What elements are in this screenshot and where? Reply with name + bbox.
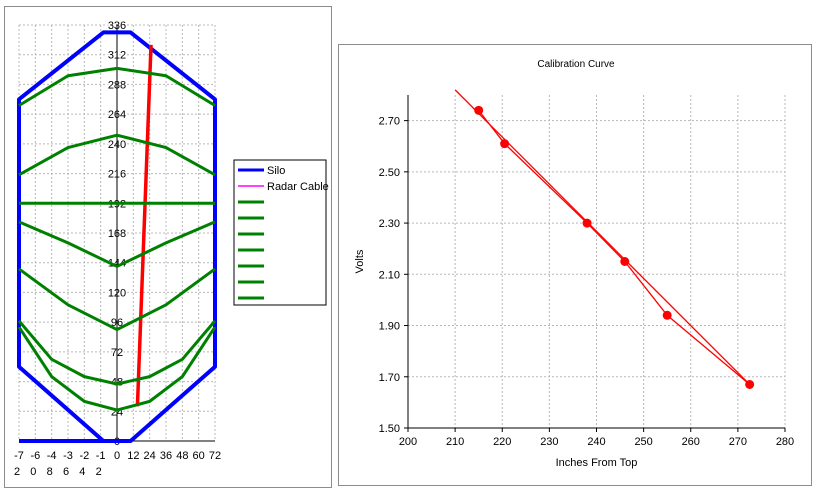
x-tick-label: 250 bbox=[634, 436, 652, 448]
level-curve bbox=[18, 220, 216, 268]
y-tick-label: 2.10 bbox=[379, 269, 400, 281]
level-curve bbox=[17, 319, 217, 386]
level-curve bbox=[18, 133, 216, 177]
x-tick-label: 230 bbox=[540, 436, 558, 448]
y-tick-label: 1.90 bbox=[379, 321, 400, 333]
x-tick-label: 210 bbox=[446, 436, 464, 448]
x-tick-label: 60 bbox=[193, 450, 205, 462]
x-axis-label: Inches From Top bbox=[556, 457, 638, 469]
x-tick-label: 260 bbox=[682, 436, 700, 448]
y-axis-label: Volts bbox=[354, 249, 366, 273]
legend-label: Radar Cable bbox=[267, 181, 329, 193]
x-tick-label: 0 bbox=[114, 450, 120, 462]
radar-cable-line bbox=[135, 44, 153, 407]
data-point bbox=[620, 257, 630, 266]
x-tick-label: -7 bbox=[14, 450, 24, 462]
x-tick-label: 270 bbox=[729, 436, 747, 448]
data-point bbox=[500, 139, 510, 149]
data-point bbox=[662, 310, 672, 320]
calibration-chart-panel: Calibration Curve 200 210 220 230 240 250 260 27… bbox=[338, 44, 812, 486]
x-tick-label: 200 bbox=[399, 436, 417, 448]
y-tick-label: 1.70 bbox=[379, 372, 400, 384]
x-tick-label: 72 bbox=[209, 450, 221, 462]
level-curve bbox=[17, 326, 217, 412]
x-tick-label: 36 bbox=[160, 450, 172, 462]
x-tick-label: 12 bbox=[127, 450, 139, 462]
x-tick-label-2: 0 bbox=[30, 466, 36, 478]
x-tick-label: 24 bbox=[144, 450, 156, 462]
data-point bbox=[745, 379, 755, 389]
level-curve bbox=[18, 267, 216, 332]
fit-line bbox=[454, 89, 751, 385]
x-tick-label: -1 bbox=[96, 450, 106, 462]
y-tick-label: 1.50 bbox=[379, 423, 400, 435]
x-tick-label-2: 4 bbox=[79, 466, 85, 478]
chart-title: Calibration Curve bbox=[537, 59, 615, 70]
silo-outline bbox=[17, 30, 217, 443]
legend-label: Silo bbox=[267, 165, 285, 177]
silo-chart-panel: 0 24 48 72 96 120 144 168 192 216 240 264 288 312 336-… bbox=[4, 6, 332, 488]
y-tick-label: 2.50 bbox=[379, 167, 400, 179]
x-tick-label: 220 bbox=[493, 436, 511, 448]
x-tick-label-2: 2 bbox=[14, 466, 20, 478]
y-tick-label: 2.30 bbox=[379, 218, 400, 230]
x-tick-label: -4 bbox=[47, 450, 57, 462]
x-tick-label: -6 bbox=[30, 450, 40, 462]
x-tick-label-2: 2 bbox=[96, 466, 102, 478]
x-tick-label: 280 bbox=[776, 436, 794, 448]
y-tick-label: 2.70 bbox=[379, 116, 400, 128]
level-curve bbox=[18, 66, 216, 107]
data-point bbox=[582, 218, 592, 228]
data-point bbox=[474, 105, 484, 115]
x-tick-label: 240 bbox=[587, 436, 605, 448]
silo-chart: 024487296120144168192216240264288312336-… bbox=[14, 19, 329, 479]
x-tick-label: 48 bbox=[176, 450, 188, 462]
calibration-chart: Calibration Curve 200 210 220 230 240 250 260 27… bbox=[354, 59, 794, 469]
x-tick-label-2: 6 bbox=[63, 466, 69, 478]
data-line bbox=[478, 109, 751, 385]
x-tick-label: -2 bbox=[79, 450, 89, 462]
x-tick-label-2: 8 bbox=[47, 466, 53, 478]
x-tick-label: -3 bbox=[63, 450, 73, 462]
